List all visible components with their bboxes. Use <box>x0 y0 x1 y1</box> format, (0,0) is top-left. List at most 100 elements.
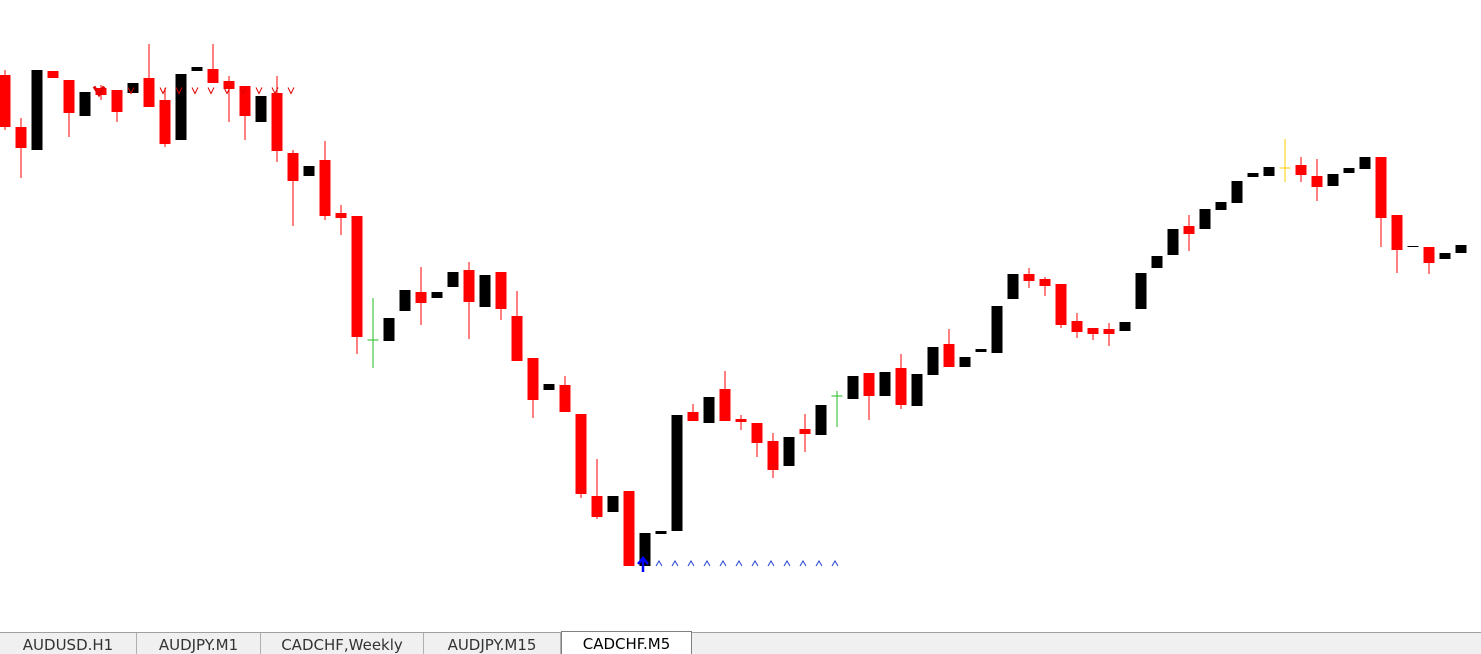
candle <box>1247 173 1259 177</box>
candle-body <box>1119 322 1131 331</box>
candle <box>879 372 891 396</box>
candle <box>607 496 619 512</box>
candle <box>783 437 795 466</box>
buy-signal-arrow <box>703 560 711 567</box>
candle <box>31 70 43 150</box>
candle <box>1375 157 1387 247</box>
sell-signal-arrow <box>92 85 106 98</box>
candle-body <box>335 213 347 218</box>
candle <box>495 272 507 320</box>
candle <box>703 397 715 423</box>
candle-body <box>1231 181 1243 203</box>
candle <box>1007 274 1019 299</box>
candle-body <box>991 306 1003 353</box>
chart-tab[interactable]: CADCHF,Weekly <box>261 633 424 654</box>
candle-body <box>383 318 395 341</box>
buy-signal-arrow <box>815 560 823 567</box>
candle <box>335 205 347 235</box>
candle <box>895 354 907 409</box>
candle <box>1087 328 1099 340</box>
candle-body <box>207 69 219 83</box>
sell-signal-arrow <box>127 87 135 95</box>
candle <box>319 141 331 220</box>
candle <box>1199 209 1211 229</box>
candle <box>1023 268 1035 288</box>
candle-body <box>79 92 91 116</box>
candle-body <box>1359 157 1371 169</box>
candle-body <box>127 83 139 93</box>
candle-body <box>639 533 651 566</box>
candle-body <box>879 372 891 396</box>
candle <box>1215 202 1227 210</box>
candle <box>479 275 491 307</box>
candle <box>543 384 555 390</box>
candle <box>1151 256 1163 268</box>
buy-signal-arrow <box>655 560 663 567</box>
candle <box>863 373 875 420</box>
candle-body <box>863 373 875 396</box>
candle <box>255 96 267 122</box>
sell-signal-arrow <box>239 87 247 95</box>
candle <box>975 349 987 352</box>
candle-body <box>767 441 779 470</box>
candle-body <box>511 316 523 361</box>
candle <box>575 414 587 498</box>
candle-body <box>175 74 187 140</box>
chart-tab[interactable]: CADCHF.M5 <box>561 631 692 654</box>
candle-body <box>255 96 267 122</box>
candle-body <box>447 272 459 287</box>
candle <box>1231 181 1243 203</box>
candle <box>15 118 27 178</box>
candle-body <box>1455 245 1467 253</box>
candle-body <box>463 270 475 302</box>
candle <box>1103 323 1115 346</box>
candle <box>447 272 459 287</box>
buy-signal-arrow <box>751 560 759 567</box>
candle-body <box>399 290 411 311</box>
candle-body <box>1215 202 1227 210</box>
candle <box>687 404 699 421</box>
candle <box>0 70 11 130</box>
candle <box>287 150 299 226</box>
candle <box>1391 215 1403 273</box>
chart-tab[interactable]: AUDJPY.M1 <box>137 633 261 654</box>
candle <box>655 531 667 534</box>
chart-tab[interactable]: AUDUSD.H1 <box>0 633 137 654</box>
candle-body <box>479 275 491 307</box>
candle <box>63 80 75 137</box>
sell-signal-arrow <box>159 87 167 95</box>
candle-body <box>671 415 683 531</box>
candle-body <box>575 414 587 494</box>
candle-body <box>1391 215 1403 250</box>
candle <box>143 44 155 107</box>
candle-body <box>1055 284 1067 325</box>
candle-body <box>895 368 907 405</box>
candle <box>239 86 251 140</box>
candle <box>943 329 955 367</box>
chart-tab[interactable]: AUDJPY.M15 <box>424 633 561 654</box>
candle <box>527 358 539 418</box>
candle-body <box>1375 157 1387 218</box>
sell-signal-arrow <box>207 87 215 95</box>
sell-signal-arrow <box>223 87 231 95</box>
candle-body <box>1087 328 1099 334</box>
candle <box>847 376 859 399</box>
candle-body <box>1135 273 1147 309</box>
candle-body <box>1263 167 1275 176</box>
candle <box>1071 313 1083 338</box>
candle <box>1263 167 1275 176</box>
sell-signal-arrow <box>255 87 263 95</box>
buy-signal-arrow <box>831 560 839 567</box>
buy-signal-arrow <box>719 560 727 567</box>
buy-signal-arrow <box>687 560 695 567</box>
candle-body <box>303 166 315 176</box>
buy-signal-arrow <box>637 556 649 572</box>
candle-body <box>351 216 363 337</box>
candle <box>303 166 315 176</box>
candle-body <box>1183 226 1195 234</box>
candle <box>991 306 1003 353</box>
candle-body <box>799 429 811 434</box>
buy-signal-arrow <box>783 560 791 567</box>
candle-body <box>623 491 635 566</box>
